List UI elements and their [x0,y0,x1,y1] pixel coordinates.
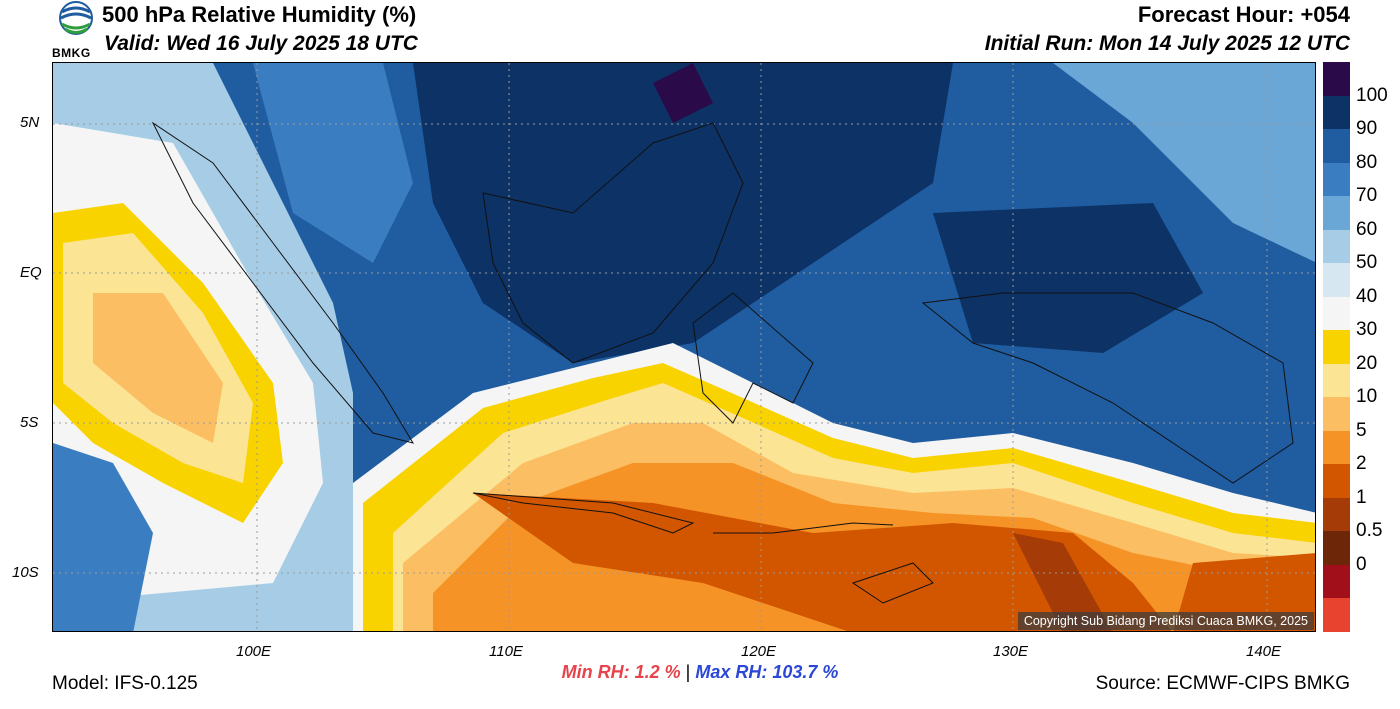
map-coastlines [151,121,1294,604]
map-dark-core [413,63,953,363]
colorbar-label: 70 [1356,185,1378,207]
lat-label-eq: EQ [20,264,42,281]
colorbar-segment [1323,497,1350,532]
colorbar-segment [1323,263,1350,297]
colorbar-segment [1323,196,1350,230]
colorbar-segment [1323,564,1350,599]
lon-label-100e: 100E [236,643,272,660]
colorbar-label: 80 [1356,151,1378,173]
colorbar-segment [1323,430,1350,465]
initial-run: Initial Run: Mon 14 July 2025 12 UTC [984,32,1350,55]
humidity-map [52,62,1316,632]
colorbar-segment [1323,330,1350,364]
colorbar-segment [1323,598,1350,632]
colorbar-label: 100 [1356,84,1388,106]
colorbar-label: 40 [1356,285,1378,307]
forecast-hour: Forecast Hour: +054 [1137,2,1350,27]
map-very-dry [473,493,1172,631]
colorbar-segment [1323,363,1350,398]
map-title: 500 hPa Relative Humidity (%) [102,2,417,27]
model-label: Model: IFS-0.125 [52,673,198,694]
logo-text: BMKG [52,46,91,60]
colorbar-label: 10 [1356,386,1378,408]
colorbar-segment [1323,397,1350,431]
colorbar-label: 5 [1356,419,1367,441]
colorbar-label: 90 [1356,118,1378,140]
colorbar-segment [1323,464,1350,498]
lon-label-120e: 120E [741,643,777,660]
colorbar-segment [1323,162,1350,197]
colorbar-segment [1323,531,1350,565]
min-rh-label: Min RH: [561,662,630,682]
lat-label-5n: 5N [20,114,40,131]
max-rh-value: 103.7 % [772,662,839,682]
bmkg-logo [52,0,100,60]
colorbar-segment [1323,95,1350,130]
copyright-notice: Copyright Sub Bidang Prediksi Cuaca BMKG… [1017,612,1314,630]
min-rh-value: 1.2 % [634,662,681,682]
colorbar-label: 1 [1356,486,1367,508]
colorbar-segment [1323,229,1350,264]
colorbar-segment [1323,296,1350,331]
source-label: Source: ECMWF-CIPS BMKG [1095,673,1350,694]
colorbar-segment [1323,129,1350,163]
lat-label-5s: 5S [20,414,39,431]
rh-stats: Min RH: 1.2 % | Max RH: 103.7 % [0,662,1400,683]
max-rh-label: Max RH: [695,662,768,682]
colorbar-label: 30 [1356,319,1378,341]
colorbar-label: 0.5 [1356,520,1383,542]
lon-label-110e: 110E [489,643,523,660]
lon-label-130e: 130E [993,643,1029,660]
map-gridlines [53,63,1315,631]
colorbar-label: 60 [1356,218,1378,240]
colorbar-label: 2 [1356,453,1367,475]
colorbar-label: 0 [1356,553,1367,575]
stats-separator: | [685,662,691,682]
colorbar-label: 50 [1356,252,1378,274]
colorbar [1323,62,1350,632]
lat-label-10s: 10S [12,564,39,581]
colorbar-segment [1323,62,1350,96]
colorbar-label: 20 [1356,352,1378,374]
valid-time: Valid: Wed 16 July 2025 18 UTC [104,32,418,55]
lon-label-140e: 140E [1246,643,1282,660]
